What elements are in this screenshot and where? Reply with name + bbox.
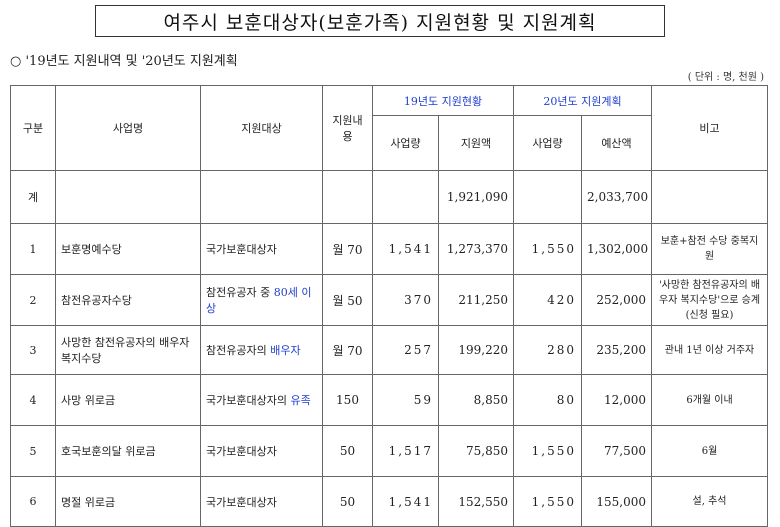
cell-2020-amount: 12,000 (581, 374, 652, 426)
cell-target: 국가보훈대상자의 유족 (200, 374, 323, 426)
header-2019-qty: 사업량 (372, 115, 439, 171)
header-note: 비고 (651, 85, 768, 171)
table-row: 6 명절 위로금 국가보훈대상자 50 1,541 152,550 1,550 155,000… (10, 476, 768, 527)
cell-2020-amount: 77,500 (581, 425, 652, 477)
cell-2019-amount: 8,850 (438, 374, 514, 426)
target-text: 국가보훈대상자 (206, 445, 277, 458)
cell-2020-amount: 2,033,700 (581, 170, 652, 224)
target-text: 국가보훈대상자의 (206, 394, 291, 407)
header-row-1: 구분 사업명 지원대상 지원내용 19년도 지원현황 20년도 지원계획 비고 (10, 85, 768, 171)
cell-project-name: 호국보훈의달 위로금 (55, 425, 201, 477)
cell-target: 참전유공자 중 80세 이상 (200, 274, 323, 326)
target-highlight: 배우자 (270, 344, 301, 357)
cell-2019-qty: 59 (372, 374, 439, 426)
cell-2019-qty: 1,517 (372, 425, 439, 477)
cell-2019-qty: 1,541 (372, 223, 439, 275)
cell-content (322, 170, 373, 224)
table-row: 4 사망 위로금 국가보훈대상자의 유족 150 59 8,850 80 12,000 6개월 … (10, 374, 768, 426)
header-2020-group: 20년도 지원계획 (513, 85, 652, 116)
cell-note: 관내 1년 이상 거주자 (651, 325, 768, 375)
cell-note (651, 170, 768, 224)
cell-2019-amount: 75,850 (438, 425, 514, 477)
unit-note: ( 단위 : 명, 천원 ) (687, 72, 764, 83)
cell-target: 국가보훈대상자 (200, 476, 323, 527)
target-text: 국가보훈대상자 (206, 243, 277, 256)
cell-2019-amount: 1,921,090 (438, 170, 514, 224)
cell-note: 보훈+참전 수당 중복지원 (651, 223, 768, 275)
cell-content: 150 (322, 374, 373, 426)
cell-project-name: 보훈명예수당 (55, 223, 201, 275)
target-highlight: 유족 (290, 394, 311, 407)
cell-2020-qty: 1,550 (513, 223, 582, 275)
header-2019-amount: 지원액 (438, 115, 514, 171)
cell-2020-qty: 80 (513, 374, 582, 426)
cell-no: 5 (10, 425, 56, 477)
cell-target: 국가보훈대상자 (200, 425, 323, 477)
table-row: 계 1,921,090 2,033,700 (10, 170, 768, 224)
cell-content: 50 (322, 476, 373, 527)
target-highlight: 80세 이상 (206, 286, 312, 315)
cell-no: 2 (10, 274, 56, 326)
cell-2020-qty (513, 170, 582, 224)
cell-note: '사망한 참전유공자의 배우자 복지수당'으로 승계 (신청 필요) (651, 274, 768, 326)
header-2019-group: 19년도 지원현황 (372, 85, 514, 116)
cell-no: 6 (10, 476, 56, 527)
header-target: 지원대상 (200, 85, 323, 171)
target-text: 참전유공자의 (206, 344, 271, 357)
header-2020-qty: 사업량 (513, 115, 582, 171)
table-row: 3 사망한 참전유공자의 배우자 복지수당 참전유공자의 배우자 월 70 257 199… (10, 325, 768, 375)
header-row-2: 사업량 지원액 사업량 예산액 (11, 115, 768, 171)
cell-2020-amount: 252,000 (581, 274, 652, 326)
cell-2019-amount: 152,550 (438, 476, 514, 527)
cell-2020-qty: 1,550 (513, 476, 582, 527)
header-2020-amount: 예산액 (581, 115, 652, 171)
page-title: 여주시 보훈대상자(보훈가족) 지원현황 및 지원계획 (95, 5, 665, 37)
cell-2019-qty: 1,541 (372, 476, 439, 527)
header-project: 사업명 (55, 85, 201, 171)
cell-project-name: 참전유공자수당 (55, 274, 201, 326)
cell-2020-qty: 420 (513, 274, 582, 326)
support-table: 구분 사업명 지원대상 지원내용 19년도 지원현황 20년도 지원계획 비고 … (10, 85, 768, 527)
cell-content: 월 50 (322, 274, 373, 326)
cell-2020-amount: 1,302,000 (581, 223, 652, 275)
cell-project-name: 명절 위로금 (55, 476, 201, 527)
cell-2020-amount: 155,000 (581, 476, 652, 527)
cell-note: 6월 (651, 425, 768, 477)
table-row: 5 호국보훈의달 위로금 국가보훈대상자 50 1,517 75,850 1,550 77,5… (10, 425, 768, 477)
cell-2019-amount: 211,250 (438, 274, 514, 326)
header-gubun: 구분 (10, 85, 56, 171)
cell-2019-qty: 370 (372, 274, 439, 326)
cell-no: 3 (10, 325, 56, 375)
table-row: 2 참전유공자수당 참전유공자 중 80세 이상 월 50 370 211,250 420 2… (10, 274, 768, 326)
cell-project-name: 사망한 참전유공자의 배우자 복지수당 (55, 325, 201, 375)
cell-2019-amount: 1,273,370 (438, 223, 514, 275)
cell-project-name (55, 170, 201, 224)
cell-note: 6개월 이내 (651, 374, 768, 426)
header-content: 지원내용 (322, 85, 373, 171)
cell-2020-qty: 280 (513, 325, 582, 375)
cell-content: 월 70 (322, 223, 373, 275)
cell-note: 설, 추석 (651, 476, 768, 527)
cell-2019-qty (372, 170, 439, 224)
cell-target (200, 170, 323, 224)
cell-2019-qty: 257 (372, 325, 439, 375)
cell-target: 참전유공자의 배우자 (200, 325, 323, 375)
section-subtitle: ○ '19년도 지원내역 및 '20년도 지원계획 (10, 54, 238, 69)
target-text: 국가보훈대상자 (206, 495, 277, 509)
cell-content: 50 (322, 425, 373, 477)
cell-content: 월 70 (322, 325, 373, 375)
target-text: 참전유공자 중 (206, 286, 274, 299)
cell-project-name: 사망 위로금 (55, 374, 201, 426)
cell-no: 4 (10, 374, 56, 426)
cell-2020-qty: 1,550 (513, 425, 582, 477)
cell-2019-amount: 199,220 (438, 325, 514, 375)
table-row: 1 보훈명예수당 국가보훈대상자 월 70 1,541 1,273,370 1,550 1,3… (10, 223, 768, 275)
cell-2020-amount: 235,200 (581, 325, 652, 375)
cell-target: 국가보훈대상자 (200, 223, 323, 275)
cell-no: 1 (10, 223, 56, 275)
cell-no: 계 (10, 170, 56, 224)
